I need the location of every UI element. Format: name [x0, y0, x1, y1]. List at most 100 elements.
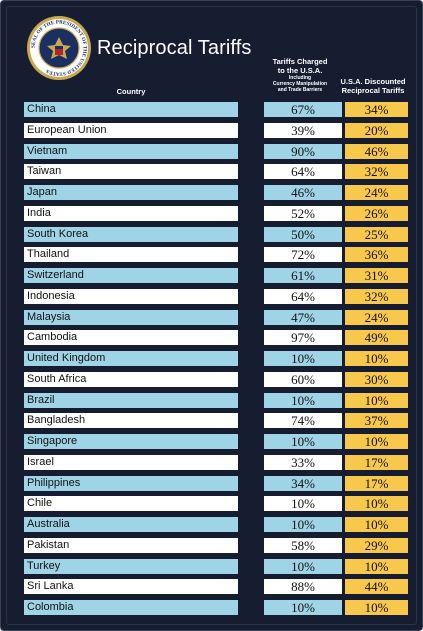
- tariff-charged-cell: 10%: [263, 516, 343, 533]
- discounted-tariff-cell: 26%: [344, 204, 409, 222]
- country-cell: South Korea: [23, 225, 239, 243]
- column-header-discounted: U.S.A. Discounted Reciprocal Tariffs: [327, 77, 419, 95]
- discounted-tariff-cell: 10%: [344, 391, 409, 409]
- tariff-charged-cell: 88%: [263, 578, 343, 596]
- tariff-charged-cell: 61%: [263, 267, 343, 284]
- charged-header-sub1: Including: [288, 75, 312, 81]
- discounted-tariff-cell: 10%: [344, 433, 409, 450]
- column-header-tariffs-charged: Tariffs Charged to the U.S.A. Including …: [256, 57, 344, 93]
- discounted-tariff-cell: 24%: [344, 308, 409, 326]
- tariff-charged-cell: 34%: [263, 474, 343, 492]
- country-cell: Thailand: [23, 246, 239, 264]
- country-cell: Philippines: [23, 474, 239, 492]
- table-row: China 67% 34%: [23, 101, 409, 118]
- table-row: European Union 39% 20%: [23, 121, 409, 139]
- tariff-charged-cell: 64%: [263, 163, 343, 181]
- discounted-tariff-cell: 46%: [344, 142, 409, 160]
- charged-header-sub2: Currency Manipulation: [272, 81, 328, 87]
- charged-header-line2: to the U.S.A.: [277, 66, 323, 75]
- tariff-charged-cell: 33%: [263, 453, 343, 471]
- table-row: Japan 46% 24%: [23, 184, 409, 201]
- discounted-tariff-cell: 17%: [344, 453, 409, 471]
- table-row: Colombia 10% 10%: [23, 599, 409, 616]
- country-cell: European Union: [23, 121, 239, 139]
- discounted-tariff-cell: 10%: [344, 599, 409, 616]
- country-cell: Colombia: [23, 599, 239, 616]
- table-row: Switzerland 61% 31%: [23, 267, 409, 284]
- tariff-charged-cell: 10%: [263, 350, 343, 367]
- country-cell: Bangladesh: [23, 412, 239, 430]
- discounted-tariff-cell: 36%: [344, 246, 409, 264]
- table-row: Philippines 34% 17%: [23, 474, 409, 492]
- discounted-tariff-cell: 10%: [344, 495, 409, 513]
- discounted-tariff-cell: 25%: [344, 225, 409, 243]
- discounted-tariff-cell: 20%: [344, 121, 409, 139]
- table-row: Malaysia 47% 24%: [23, 308, 409, 326]
- table-row: Indonesia 64% 32%: [23, 287, 409, 305]
- discount-header-line2: Reciprocal Tariffs: [341, 86, 405, 95]
- tariff-charged-cell: 67%: [263, 101, 343, 118]
- table-row: Turkey 10% 10%: [23, 557, 409, 575]
- tariff-charged-cell: 58%: [263, 536, 343, 554]
- country-cell: Israel: [23, 453, 239, 471]
- charged-header-line1: Tariffs Charged: [272, 57, 328, 66]
- country-cell: Brazil: [23, 391, 239, 409]
- discounted-tariff-cell: 17%: [344, 474, 409, 492]
- country-cell: Singapore: [23, 433, 239, 450]
- tariff-charged-cell: 47%: [263, 308, 343, 326]
- country-cell: Malaysia: [23, 308, 239, 326]
- country-cell: Switzerland: [23, 267, 239, 284]
- table-row: Brazil 10% 10%: [23, 391, 409, 409]
- table-row: Thailand 72% 36%: [23, 246, 409, 264]
- tariff-charged-cell: 10%: [263, 557, 343, 575]
- country-cell: United Kingdom: [23, 350, 239, 367]
- tariff-charged-cell: 10%: [263, 391, 343, 409]
- country-cell: Pakistan: [23, 536, 239, 554]
- tariff-charged-cell: 50%: [263, 225, 343, 243]
- table-row: Australia 10% 10%: [23, 516, 409, 533]
- page-title: Reciprocal Tariffs: [97, 37, 252, 59]
- country-cell: Indonesia: [23, 287, 239, 305]
- discount-header-line1: U.S.A. Discounted: [340, 77, 406, 86]
- tariff-charged-cell: 72%: [263, 246, 343, 264]
- tariff-charged-cell: 10%: [263, 599, 343, 616]
- presidential-seal-icon: SEAL OF THE PRESIDENT OF THE UNITED STAT…: [27, 16, 91, 80]
- country-cell: Cambodia: [23, 329, 239, 347]
- table-row: Bangladesh 74% 37%: [23, 412, 409, 430]
- table-row: South Korea 50% 25%: [23, 225, 409, 243]
- discounted-tariff-cell: 31%: [344, 267, 409, 284]
- column-header-country: Country: [116, 87, 146, 96]
- table-row: Sri Lanka 88% 44%: [23, 578, 409, 596]
- table-row: Chile 10% 10%: [23, 495, 409, 513]
- discounted-tariff-cell: 49%: [344, 329, 409, 347]
- country-cell: India: [23, 204, 239, 222]
- tariff-charged-cell: 60%: [263, 370, 343, 388]
- discounted-tariff-cell: 30%: [344, 370, 409, 388]
- tariff-charged-cell: 74%: [263, 412, 343, 430]
- table-row: South Africa 60% 30%: [23, 370, 409, 388]
- country-cell: Australia: [23, 516, 239, 533]
- discounted-tariff-cell: 37%: [344, 412, 409, 430]
- discounted-tariff-cell: 10%: [344, 516, 409, 533]
- tariff-charged-cell: 97%: [263, 329, 343, 347]
- discounted-tariff-cell: 29%: [344, 536, 409, 554]
- tariff-charged-cell: 10%: [263, 433, 343, 450]
- country-cell: Japan: [23, 184, 239, 201]
- tariff-charged-cell: 39%: [263, 121, 343, 139]
- country-cell: Vietnam: [23, 142, 239, 160]
- country-cell: Chile: [23, 495, 239, 513]
- charged-header-sub3: and Trade Barriers: [277, 87, 323, 93]
- discounted-tariff-cell: 10%: [344, 350, 409, 367]
- table-row: India 52% 26%: [23, 204, 409, 222]
- discounted-tariff-cell: 10%: [344, 557, 409, 575]
- tariff-charged-cell: 64%: [263, 287, 343, 305]
- country-cell: Taiwan: [23, 163, 239, 181]
- table-row: United Kingdom 10% 10%: [23, 350, 409, 367]
- table-row: Taiwan 64% 32%: [23, 163, 409, 181]
- table-row: Vietnam 90% 46%: [23, 142, 409, 160]
- table-row: Cambodia 97% 49%: [23, 329, 409, 347]
- discounted-tariff-cell: 32%: [344, 287, 409, 305]
- tariff-charged-cell: 10%: [263, 495, 343, 513]
- table-row: Israel 33% 17%: [23, 453, 409, 471]
